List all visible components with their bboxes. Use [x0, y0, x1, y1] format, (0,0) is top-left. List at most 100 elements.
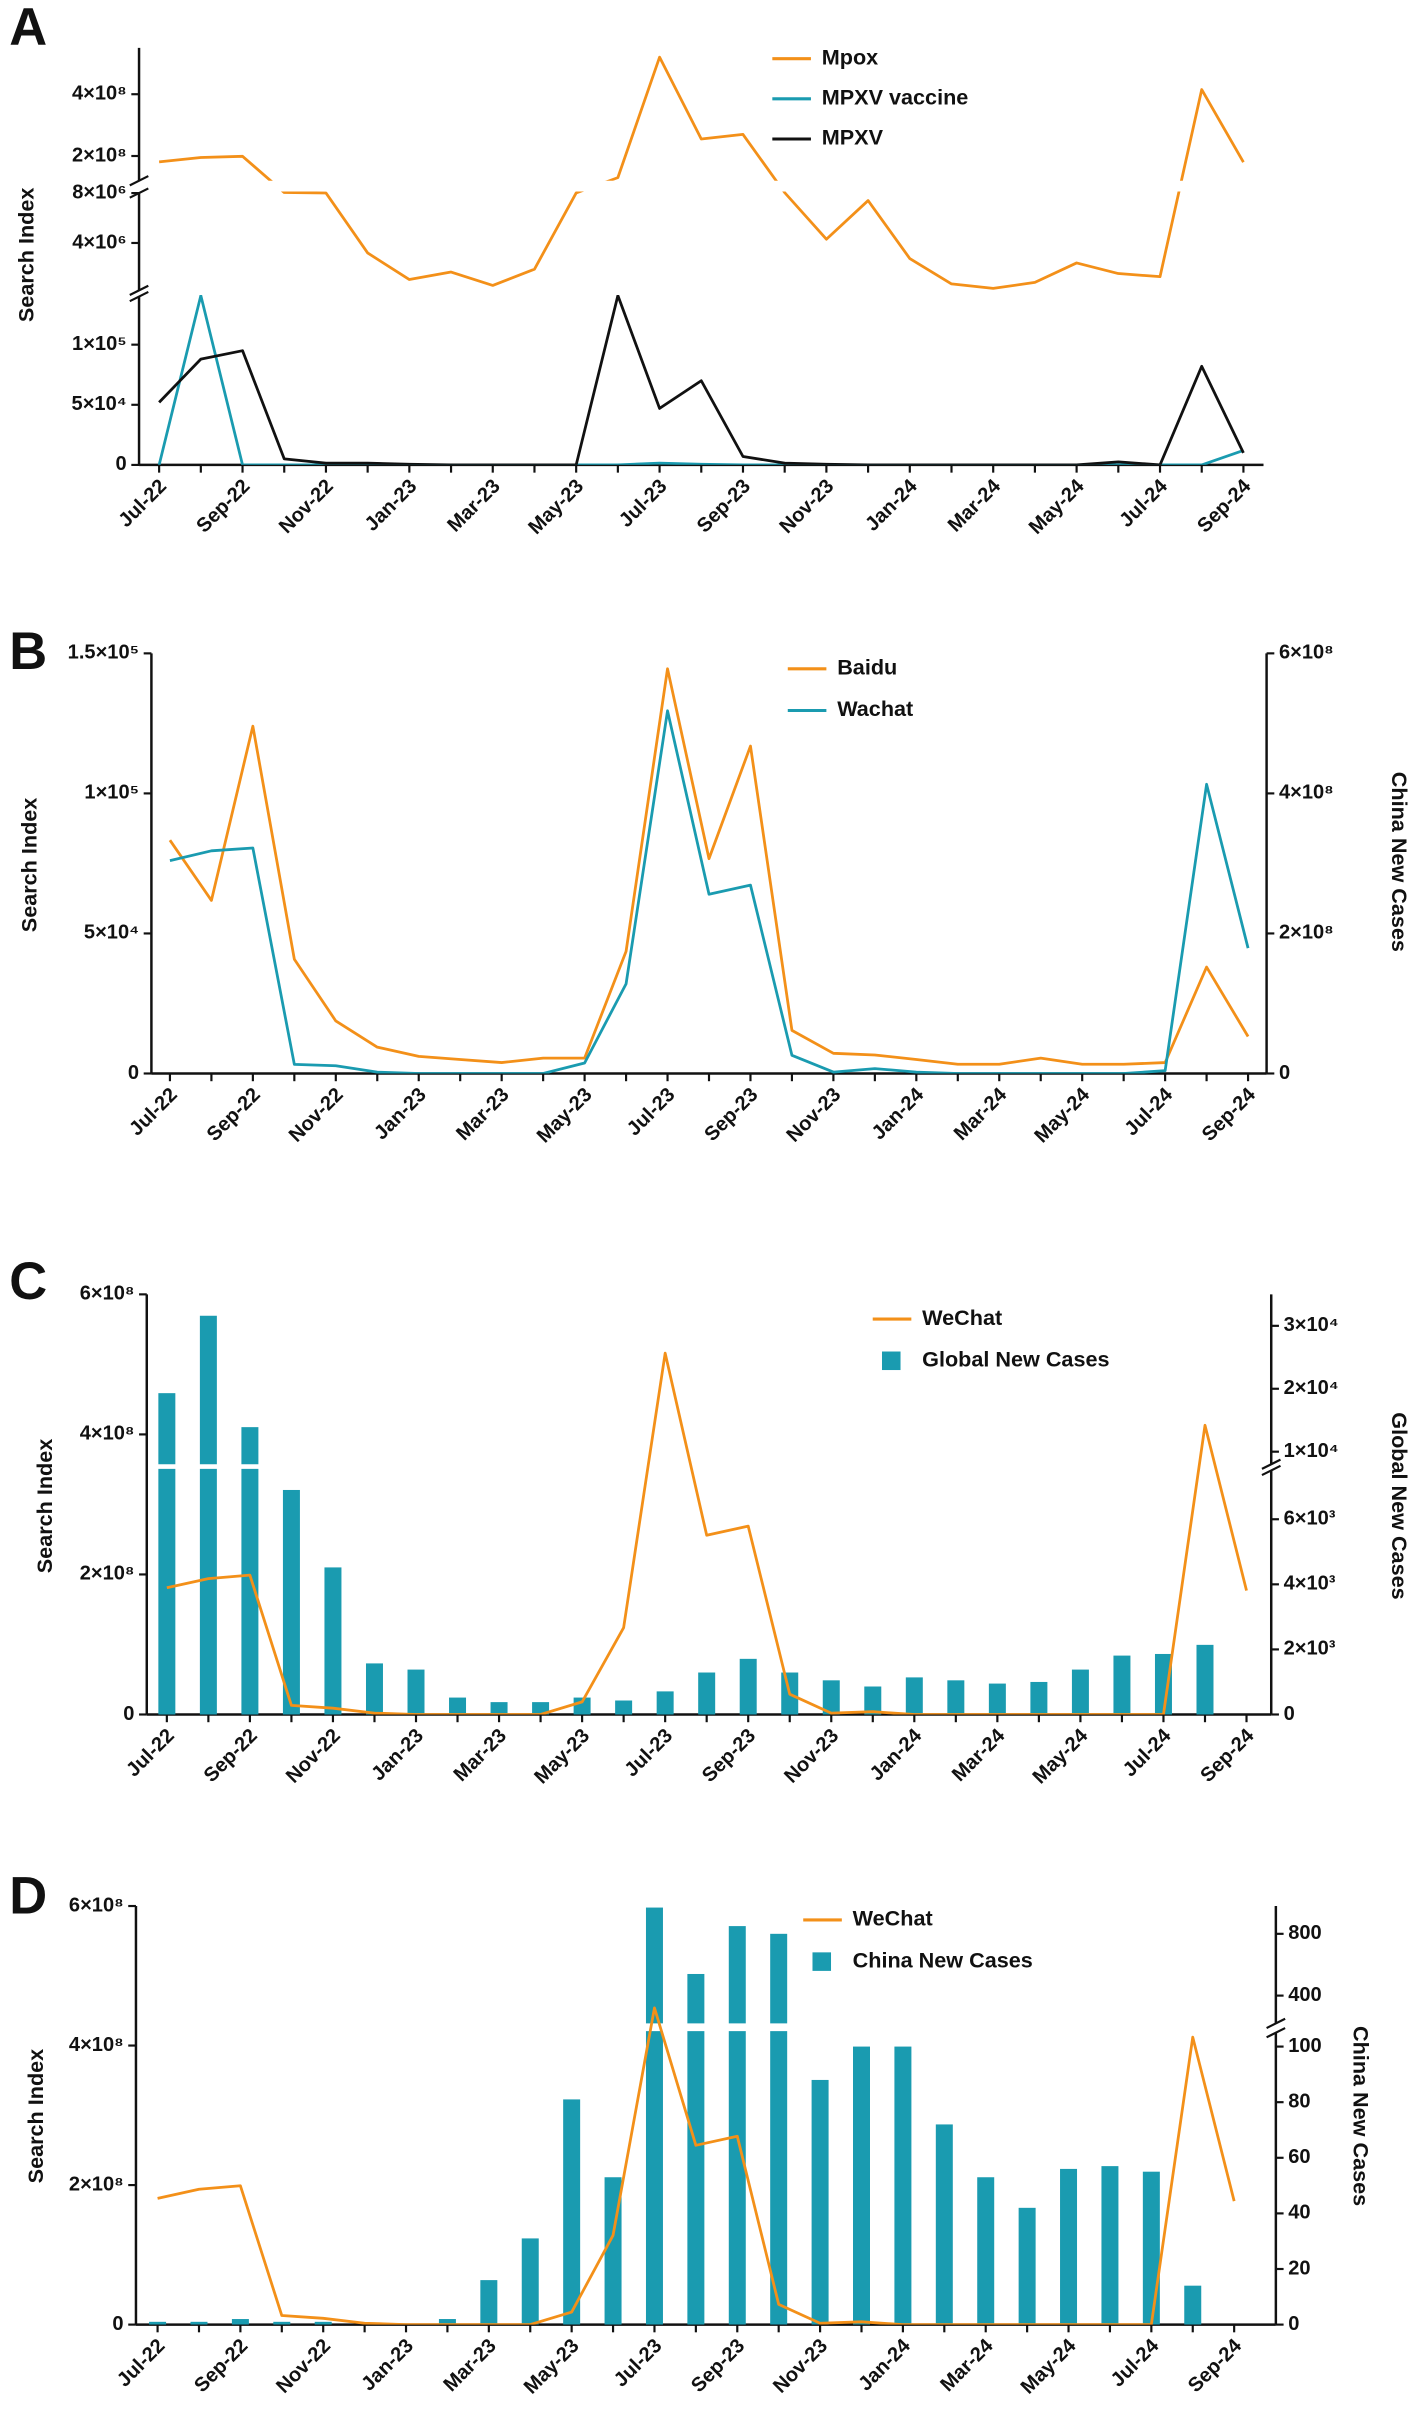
- x-tick-label: May-24: [1025, 475, 1089, 539]
- y-tick-label: 0: [123, 1703, 134, 1725]
- x-tick-label: Nov-22: [272, 2335, 335, 2398]
- panel: A 0 5×10⁴ 1×10⁵ 4×10⁶ 8×10⁶ 2×10⁸ 4×10⁸ Search I…: [9, 0, 1264, 539]
- legend-label: MPXV: [822, 125, 884, 150]
- bar: [158, 1393, 176, 1715]
- y-tick-label: 6×10³: [1284, 1508, 1336, 1530]
- y-tick-label: 0: [116, 453, 127, 475]
- x-tick-label: Mar-24: [948, 1724, 1010, 1786]
- panel-letter: C: [9, 1252, 47, 1311]
- bar: [1030, 1681, 1048, 1715]
- y-tick-label: 2×10⁸: [80, 1563, 135, 1585]
- y-tick-label: 0: [1288, 2313, 1299, 2335]
- bar: [1071, 1669, 1089, 1715]
- y-tick-label: 0: [128, 1062, 139, 1084]
- bar: [314, 2321, 332, 2325]
- y-tick-label: 4×10⁶: [72, 231, 126, 253]
- bar: [407, 1669, 425, 1715]
- legend-label: WeChat: [922, 1305, 1002, 1330]
- x-tick-label: Mar-24: [950, 1083, 1012, 1145]
- axis-break: [129, 290, 149, 303]
- x-tick-label: May-24: [1029, 1724, 1093, 1788]
- bar: [1154, 1653, 1172, 1715]
- bar: [905, 1677, 923, 1715]
- x-tick-label: Jul-23: [621, 1725, 678, 1782]
- x-tick-label: May-24: [1030, 1083, 1094, 1147]
- bar: [490, 1702, 508, 1715]
- y-tick-label: 2×10⁸: [1279, 922, 1334, 944]
- x-tick-label: Nov-22: [285, 1084, 348, 1147]
- line: [157, 2006, 1236, 2325]
- bar: [199, 1315, 217, 1715]
- x-tick-label: Nov-23: [782, 1084, 845, 1147]
- line: [158, 55, 1245, 290]
- y-tick-label: 0: [1279, 1062, 1290, 1084]
- axis-break: [1261, 1464, 1281, 1477]
- axis-title: Search Index: [32, 1439, 57, 1574]
- bar: [1101, 2166, 1119, 2325]
- x-tick-label: Sep-22: [190, 2335, 252, 2397]
- x-tick-label: Jul-22: [122, 1725, 179, 1782]
- y-tick-label: 800: [1288, 1922, 1321, 1944]
- x-tick-label: Nov-23: [780, 1725, 843, 1788]
- y-tick-label: 0: [1284, 1703, 1295, 1725]
- x-tick-label: Sep-22: [200, 1725, 262, 1787]
- y-tick-label: 400: [1288, 1984, 1321, 2006]
- bar: [615, 1700, 633, 1715]
- bar: [563, 2099, 581, 2325]
- x-tick-label: Sep-23: [687, 2335, 749, 2397]
- axis-break: [129, 175, 149, 187]
- y-tick-label: 2×10⁸: [72, 144, 127, 166]
- bar: [1018, 2207, 1036, 2325]
- bar: [449, 1697, 467, 1715]
- bar: [231, 2319, 249, 2325]
- x-tick-label: Mar-24: [936, 2334, 998, 2396]
- bar: [1142, 2171, 1160, 2325]
- y-tick-label: 6×10⁸: [80, 1283, 135, 1305]
- legend-label: Global New Cases: [922, 1346, 1109, 1371]
- bar: [935, 2124, 953, 2325]
- axis-break: [1266, 2017, 1286, 2030]
- line: [157, 294, 1244, 465]
- y-tick-label: 60: [1288, 2146, 1310, 2168]
- bar: [947, 1680, 965, 1715]
- x-tick-label: Sep-24: [1198, 1083, 1261, 1146]
- x-tick-label: Jul-23: [623, 1084, 680, 1141]
- y-tick-label: 100: [1288, 2035, 1321, 2057]
- y-tick-label: 1×10⁴: [1284, 1440, 1339, 1462]
- bar: [438, 2319, 456, 2325]
- x-tick-label: Sep-24: [1193, 475, 1256, 538]
- y-tick-label: 4×10⁸: [69, 2034, 124, 2056]
- y-tick-label: 1.5×10⁵: [68, 642, 139, 664]
- bar: [190, 2321, 208, 2325]
- x-tick-label: Jul-24: [1120, 1083, 1177, 1140]
- y-tick-label: 4×10³: [1284, 1573, 1336, 1595]
- bar: [698, 1672, 716, 1715]
- bar: [739, 1658, 757, 1715]
- x-tick-label: Jan-24: [854, 2334, 915, 2395]
- x-tick-label: Sep-23: [698, 1725, 760, 1787]
- x-tick-label: May-23: [520, 2335, 584, 2399]
- y-tick-label: 1×10⁵: [72, 333, 127, 355]
- bar: [149, 2321, 167, 2325]
- x-tick-label: Jan-23: [357, 2335, 418, 2396]
- y-tick-label: 6×10⁸: [69, 1894, 124, 1916]
- y-tick-label: 3×10⁴: [1284, 1314, 1339, 1336]
- line: [166, 1351, 1248, 1715]
- line: [168, 667, 1250, 1066]
- x-tick-label: Mar-23: [439, 2335, 500, 2396]
- x-tick-label: Jul-24: [1115, 475, 1172, 532]
- x-tick-label: Sep-23: [693, 475, 755, 537]
- x-tick-label: Sep-24: [1184, 2334, 1247, 2397]
- x-tick-label: Nov-23: [769, 2335, 832, 2398]
- bar: [273, 2321, 291, 2325]
- y-tick-label: 4×10⁸: [1279, 782, 1334, 804]
- x-tick-label: Mar-24: [944, 475, 1006, 537]
- bar: [1196, 1644, 1214, 1715]
- bar: [687, 1973, 705, 2325]
- x-tick-label: Sep-24: [1196, 1724, 1259, 1787]
- x-tick-label: May-23: [533, 1084, 597, 1148]
- y-tick-label: 2×10³: [1284, 1638, 1336, 1660]
- x-tick-label: Mar-23: [452, 1084, 513, 1145]
- y-tick-label: 6×10⁸: [1279, 642, 1334, 664]
- legend-label: Baidu: [837, 655, 897, 680]
